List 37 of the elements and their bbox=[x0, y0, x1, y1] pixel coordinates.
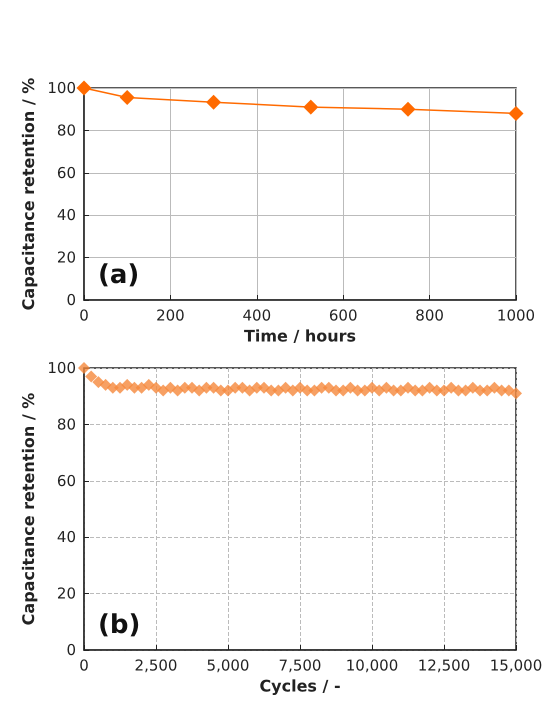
y-tick-label: 100 bbox=[47, 79, 76, 97]
annotation: (a) bbox=[98, 260, 140, 290]
x-tick-label: 15,000 bbox=[490, 656, 542, 674]
x-axis-title: Cycles / - bbox=[259, 676, 341, 696]
point bbox=[76, 80, 92, 96]
point bbox=[303, 100, 318, 115]
y-tick-label: 0 bbox=[66, 291, 76, 309]
x-axis-title: Time / hours bbox=[244, 326, 356, 346]
y-tick-label: 60 bbox=[56, 472, 76, 490]
y-tick-label: 80 bbox=[56, 121, 76, 140]
y-tick-label: 0 bbox=[66, 641, 76, 659]
y-tick-label: 20 bbox=[56, 248, 76, 267]
annotation: (b) bbox=[98, 610, 140, 640]
y-tick-label: 100 bbox=[47, 359, 76, 377]
y-tick-label: 40 bbox=[56, 206, 76, 224]
point bbox=[120, 90, 135, 106]
x-tick-label: 200 bbox=[156, 306, 185, 324]
y-tick-label: 40 bbox=[56, 528, 76, 546]
y-tick-label: 60 bbox=[56, 164, 76, 182]
y-tick-label: 80 bbox=[56, 415, 76, 434]
x-tick-label: 600 bbox=[328, 306, 358, 324]
x-tick-label: 400 bbox=[242, 306, 272, 324]
y-axis-title: Capacitance retention / % bbox=[18, 392, 38, 626]
x-tick-label: 800 bbox=[415, 306, 444, 324]
x-tick-label: 1000 bbox=[496, 306, 536, 324]
x-tick-label: 5,000 bbox=[206, 656, 250, 674]
point bbox=[508, 106, 524, 121]
x-tick-label: 0 bbox=[79, 656, 89, 674]
y-tick-label: 20 bbox=[56, 584, 76, 603]
x-tick-label: 10,000 bbox=[346, 656, 398, 674]
x-tick-label: 0 bbox=[79, 306, 89, 324]
point bbox=[400, 102, 416, 117]
y-axis-title: Capacitance retention / % bbox=[18, 78, 38, 310]
point bbox=[206, 94, 222, 110]
x-tick-label: 7,500 bbox=[278, 656, 322, 674]
x-tick-label: 2,500 bbox=[134, 656, 178, 674]
x-tick-label: 12,500 bbox=[418, 656, 470, 674]
